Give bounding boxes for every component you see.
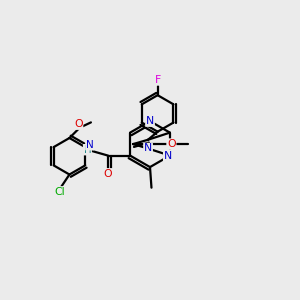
Text: N: N [164,151,172,160]
Text: F: F [154,75,161,85]
Text: H: H [84,145,91,155]
Text: O: O [74,119,82,129]
Text: N: N [146,116,154,126]
Text: O: O [167,139,176,149]
Text: N: N [86,140,94,150]
Text: N: N [144,143,152,154]
Text: Cl: Cl [54,187,65,197]
Text: O: O [104,169,112,179]
